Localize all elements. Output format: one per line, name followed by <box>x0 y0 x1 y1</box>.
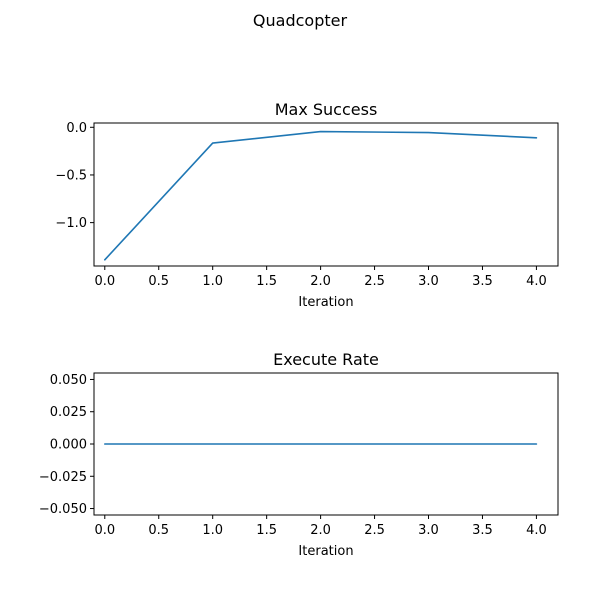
max-success-y-tick-label: −0.5 <box>55 168 87 183</box>
max-success-x-tick-label: 0.5 <box>148 274 169 289</box>
max-success-x-tick-label: 0.0 <box>94 274 115 289</box>
execute-rate-y-tick-label: 0.000 <box>50 438 87 453</box>
execute-rate-y-tick-label: 0.050 <box>50 373 87 388</box>
execute-rate-x-ticks: 0.0 0.5 1.0 1.5 2.0 2.5 3.0 3.5 4.0 <box>94 515 547 538</box>
execute-rate-y-tick-label: 0.025 <box>50 405 87 420</box>
execute-rate-x-tick-label: 2.5 <box>364 523 385 538</box>
execute-rate-y-tick-label: −0.050 <box>39 502 87 517</box>
max-success-x-tick-label: 2.5 <box>364 274 385 289</box>
execute-rate-x-label: Iteration <box>298 544 353 559</box>
max-success-title: Max Success <box>275 100 378 119</box>
max-success-x-label: Iteration <box>298 295 353 310</box>
execute-rate-title: Execute Rate <box>273 350 379 369</box>
max-success-x-tick-label: 3.5 <box>472 274 493 289</box>
max-success-x-tick-label: 3.0 <box>418 274 439 289</box>
max-success-y-tick-label: −1.0 <box>55 216 87 231</box>
max-success-x-tick-label: 2.0 <box>310 274 331 289</box>
max-success-subplot: Max Success 0.0 0.5 1.0 1.5 2.0 2.5 3.0 3.5 4.0 … <box>55 100 559 310</box>
execute-rate-subplot: Execute Rate 0.0 0.5 1.0 1.5 2.0 2.5 3.0 3.5 4.0… <box>39 350 559 559</box>
execute-rate-x-tick-label: 0.0 <box>94 523 115 538</box>
figure-title: Quadcopter <box>253 11 348 30</box>
execute-rate-y-ticks: 0.050 0.025 0.000 −0.025 −0.050 <box>39 373 94 517</box>
execute-rate-y-tick-label: −0.025 <box>39 470 87 485</box>
max-success-x-tick-label: 1.0 <box>202 274 223 289</box>
execute-rate-x-tick-label: 1.5 <box>256 523 277 538</box>
max-success-axes-frame <box>93 122 559 267</box>
execute-rate-x-tick-label: 3.0 <box>418 523 439 538</box>
execute-rate-x-tick-label: 4.0 <box>526 523 547 538</box>
execute-rate-x-tick-label: 2.0 <box>310 523 331 538</box>
max-success-y-tick-label: 0.0 <box>66 121 87 136</box>
max-success-y-ticks: 0.0 −0.5 −1.0 <box>55 121 94 231</box>
max-success-x-ticks: 0.0 0.5 1.0 1.5 2.0 2.5 3.0 3.5 4.0 <box>94 266 547 289</box>
execute-rate-x-tick-label: 3.5 <box>472 523 493 538</box>
execute-rate-x-tick-label: 0.5 <box>148 523 169 538</box>
max-success-x-tick-label: 4.0 <box>526 274 547 289</box>
max-success-line <box>103 130 538 261</box>
execute-rate-x-tick-label: 1.0 <box>202 523 223 538</box>
max-success-x-tick-label: 1.5 <box>256 274 277 289</box>
